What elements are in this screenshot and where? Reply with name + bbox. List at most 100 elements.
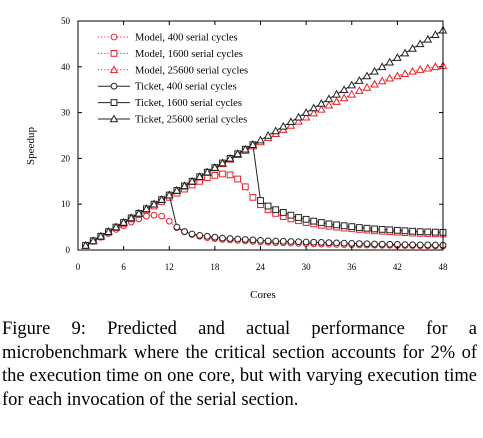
data-point (325, 220, 333, 228)
data-point (150, 211, 158, 219)
data-point (324, 100, 334, 109)
data-point (309, 108, 319, 117)
legend-item-model-400-serial-cycles: Model, 400 serial cycles (98, 33, 238, 44)
legend-item-ticket-400-serial-cycles: Ticket, 400 serial cycles (98, 82, 237, 93)
x-tick-label: 36 (347, 262, 357, 272)
data-point (226, 171, 234, 179)
axes-layer: 0 6 12 18 24 30 36 42 48 0 10 20 30 40 50 (61, 16, 448, 272)
data-point (370, 79, 379, 88)
data-point (339, 93, 349, 102)
data-point (355, 76, 364, 84)
data-point (393, 226, 401, 234)
data-point (211, 233, 219, 241)
series-layer (81, 25, 448, 250)
series-model-1600-serial-cycles (82, 170, 447, 249)
legend-marker (109, 65, 119, 74)
data-point (415, 65, 425, 73)
data-point (424, 228, 432, 236)
data-point (386, 226, 394, 234)
data-point (333, 239, 340, 247)
data-point (370, 66, 379, 75)
data-point (415, 39, 425, 48)
y-tick-label: 10 (61, 199, 71, 209)
data-point (423, 34, 433, 43)
data-point (393, 71, 402, 80)
x-tick-label: 48 (439, 262, 449, 272)
data-point (416, 228, 424, 236)
data-point (234, 235, 242, 243)
x-axis-label: Cores (250, 289, 276, 301)
data-point (173, 223, 181, 231)
data-point (302, 215, 310, 223)
figure-caption: Figure 9: Predicted and actual performan… (2, 319, 477, 410)
legend-label: Ticket, 400 serial cycles (135, 82, 237, 93)
data-point (233, 149, 243, 158)
data-point (423, 63, 433, 72)
legend-marker (109, 114, 119, 123)
data-point (362, 82, 372, 91)
data-point (355, 224, 363, 231)
data-point (234, 175, 242, 183)
legend-label: Model, 25600 serial cycles (135, 65, 248, 76)
data-point (219, 234, 226, 242)
data-point (332, 97, 341, 105)
y-axis-label: Speedup (25, 127, 37, 165)
data-point (187, 176, 197, 185)
data-point (302, 238, 310, 246)
data-point (363, 224, 371, 232)
data-point (409, 227, 416, 235)
data-point (279, 209, 287, 216)
data-point (241, 183, 249, 191)
data-point (301, 112, 311, 121)
data-point (164, 190, 174, 199)
data-point (333, 221, 340, 229)
data-point (218, 158, 227, 167)
data-point (81, 240, 90, 249)
chart-legend: Model, 400 serial cycles Model, 1600 seri… (98, 33, 248, 126)
data-point (287, 211, 295, 219)
data-point (355, 240, 363, 247)
data-point (149, 199, 159, 208)
data-point (286, 120, 296, 129)
data-point (96, 231, 106, 240)
data-point (332, 89, 341, 98)
x-tick-label: 18 (210, 262, 220, 272)
data-point (248, 140, 258, 148)
data-point (295, 214, 302, 221)
legend-item-ticket-1600-serial-cycles: Ticket, 1600 serial cycles (98, 98, 242, 109)
data-point (126, 213, 136, 222)
legend-item-ticket-25600-serial-cycles: Ticket, 25600 serial cycles (98, 114, 247, 126)
data-point (317, 98, 326, 107)
data-point (362, 71, 372, 80)
data-point (378, 225, 386, 233)
data-point (378, 240, 386, 248)
data-point (188, 230, 196, 238)
data-point (256, 135, 265, 144)
data-point (257, 197, 264, 204)
data-point (271, 126, 281, 135)
data-point (295, 238, 302, 246)
legend-marker (110, 99, 118, 106)
data-point (180, 181, 189, 190)
data-point (264, 237, 272, 245)
data-point (119, 218, 128, 226)
data-point (294, 116, 303, 125)
data-point (142, 204, 151, 213)
data-point (371, 225, 378, 233)
x-tick-label: 0 (76, 262, 81, 272)
data-point (317, 219, 325, 226)
data-point (363, 240, 371, 248)
data-point (339, 85, 349, 93)
y-tick-label: 0 (66, 245, 71, 255)
data-point (347, 80, 357, 89)
data-point (385, 57, 395, 66)
legend-item-model-25600-serial-cycles: Model, 25600 serial cycles (98, 65, 248, 76)
data-point (400, 69, 410, 77)
speedup-chart: 0 6 12 18 24 30 36 42 48 0 10 20 30 40 50 Model, 400 s… (25, 16, 448, 301)
data-point (355, 86, 364, 94)
data-point (210, 163, 220, 171)
data-point (393, 53, 402, 61)
data-point (377, 62, 387, 71)
data-point (371, 240, 378, 248)
data-point (211, 171, 219, 179)
